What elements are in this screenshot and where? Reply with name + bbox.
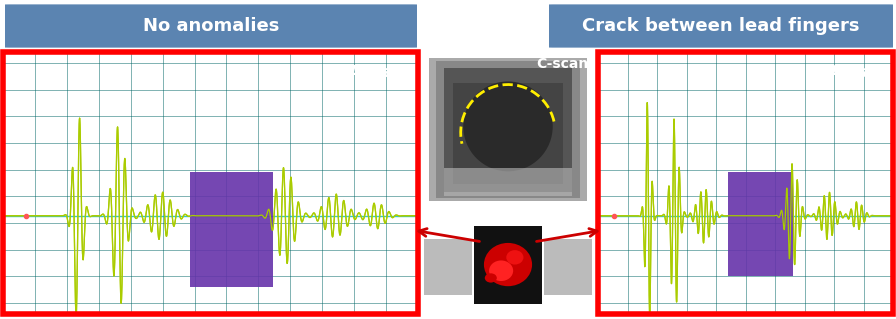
Ellipse shape [463, 81, 553, 171]
Ellipse shape [489, 260, 513, 281]
Bar [435, 61, 581, 198]
Bar [444, 68, 572, 191]
FancyBboxPatch shape [546, 4, 896, 48]
Ellipse shape [506, 250, 523, 264]
Bar [444, 168, 572, 196]
Text: C-scan: C-scan [537, 57, 589, 70]
Bar [453, 83, 563, 184]
Bar [728, 172, 793, 276]
Text: A-scan: A-scan [827, 65, 884, 80]
Text: No anomalies: No anomalies [142, 17, 280, 35]
FancyBboxPatch shape [1, 4, 421, 48]
Ellipse shape [485, 273, 496, 283]
Bar [544, 239, 592, 295]
Bar [474, 226, 542, 304]
Bar [424, 239, 472, 295]
Text: Crack between lead fingers: Crack between lead fingers [582, 17, 860, 35]
Text: A-scan: A-scan [349, 65, 406, 80]
Ellipse shape [484, 243, 532, 286]
Bar [190, 172, 272, 287]
